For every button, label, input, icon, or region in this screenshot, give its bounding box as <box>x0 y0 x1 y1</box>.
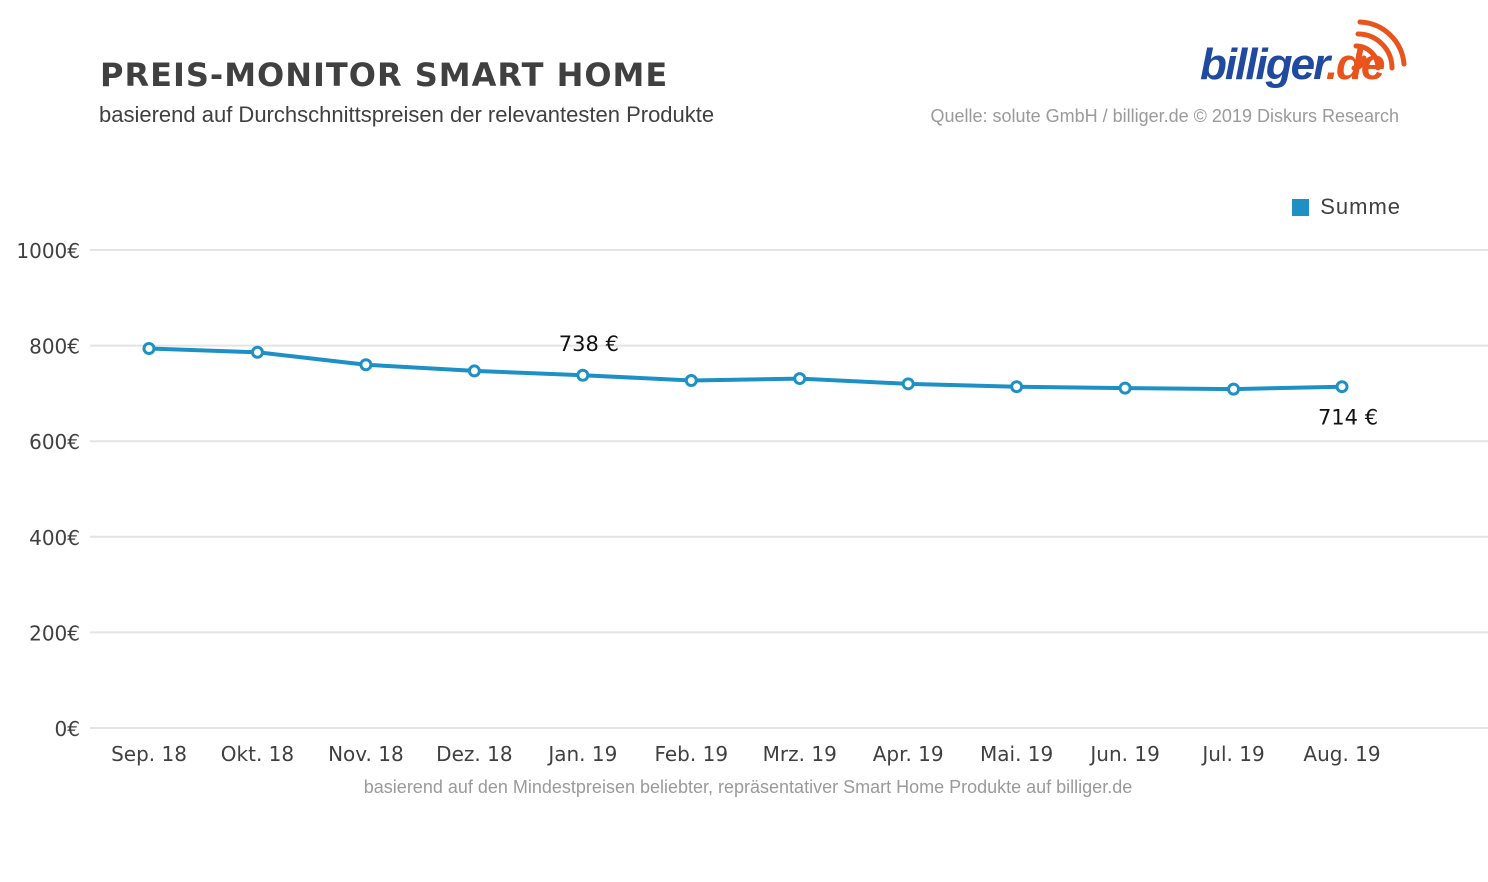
grid-lines <box>90 249 1488 729</box>
data-point <box>1227 382 1241 396</box>
x-tick-label: Aug. 19 <box>1303 742 1380 766</box>
source-credit: Quelle: solute GmbH / billiger.de © 2019… <box>930 106 1399 126</box>
y-axis-ticks: 0€ 200€ 400€ 600€ 800€ 1000€ <box>16 239 80 741</box>
y-tick-label: 800€ <box>29 335 80 359</box>
data-point <box>467 364 481 378</box>
data-point <box>901 377 915 391</box>
data-label: 714 € <box>1318 406 1378 430</box>
billiger-logo: billiger.de <box>1198 14 1408 94</box>
data-point <box>684 373 698 387</box>
x-tick-label: Mai. 19 <box>980 742 1053 766</box>
data-point <box>793 372 807 386</box>
legend-label-summe: Summe <box>1320 194 1401 219</box>
chart-footnote: basierend auf den Mindestpreisen beliebt… <box>363 777 1133 797</box>
data-point <box>142 341 156 355</box>
chart-legend: Summe <box>1292 194 1401 220</box>
data-point <box>359 358 373 372</box>
page-title: PREIS-MONITOR SMART HOME <box>100 56 669 94</box>
data-point <box>1335 380 1349 394</box>
series-line-summe <box>148 346 1343 392</box>
x-axis-ticks: Sep. 18 Okt. 18 Nov. 18 Dez. 18 Jan. 19 Feb. … <box>111 742 1381 766</box>
x-tick-label: Okt. 18 <box>221 742 294 766</box>
y-tick-label: 1000€ <box>16 239 80 263</box>
signal-waves-icon <box>1351 19 1407 71</box>
x-tick-label: Jul. 19 <box>1200 742 1264 766</box>
x-tick-label: Jun. 19 <box>1088 742 1159 766</box>
y-tick-label: 600€ <box>29 430 80 454</box>
y-tick-label: 200€ <box>29 621 80 645</box>
x-tick-label: Feb. 19 <box>654 742 728 766</box>
data-point <box>250 345 264 359</box>
series-points <box>142 341 1349 396</box>
x-tick-label: Dez. 18 <box>436 742 512 766</box>
legend-swatch-summe <box>1292 198 1310 216</box>
x-tick-label: Jan. 19 <box>546 742 617 766</box>
logo-name: billiger <box>1200 40 1328 89</box>
x-tick-label: Mrz. 19 <box>763 742 837 766</box>
x-tick-label: Sep. 18 <box>111 742 187 766</box>
data-label: 738 € <box>559 332 619 356</box>
data-labels: 738 € 714 € <box>559 332 1378 429</box>
y-tick-label: 400€ <box>29 526 80 550</box>
data-point <box>1118 381 1132 395</box>
data-point <box>576 368 590 382</box>
series-line-layer <box>148 346 1343 392</box>
page-subtitle: basierend auf Durchschnittspreisen der r… <box>99 102 715 127</box>
x-tick-label: Nov. 18 <box>328 742 404 766</box>
x-tick-label: Apr. 19 <box>873 742 944 766</box>
y-tick-label: 0€ <box>55 717 80 741</box>
data-point <box>1010 380 1024 394</box>
